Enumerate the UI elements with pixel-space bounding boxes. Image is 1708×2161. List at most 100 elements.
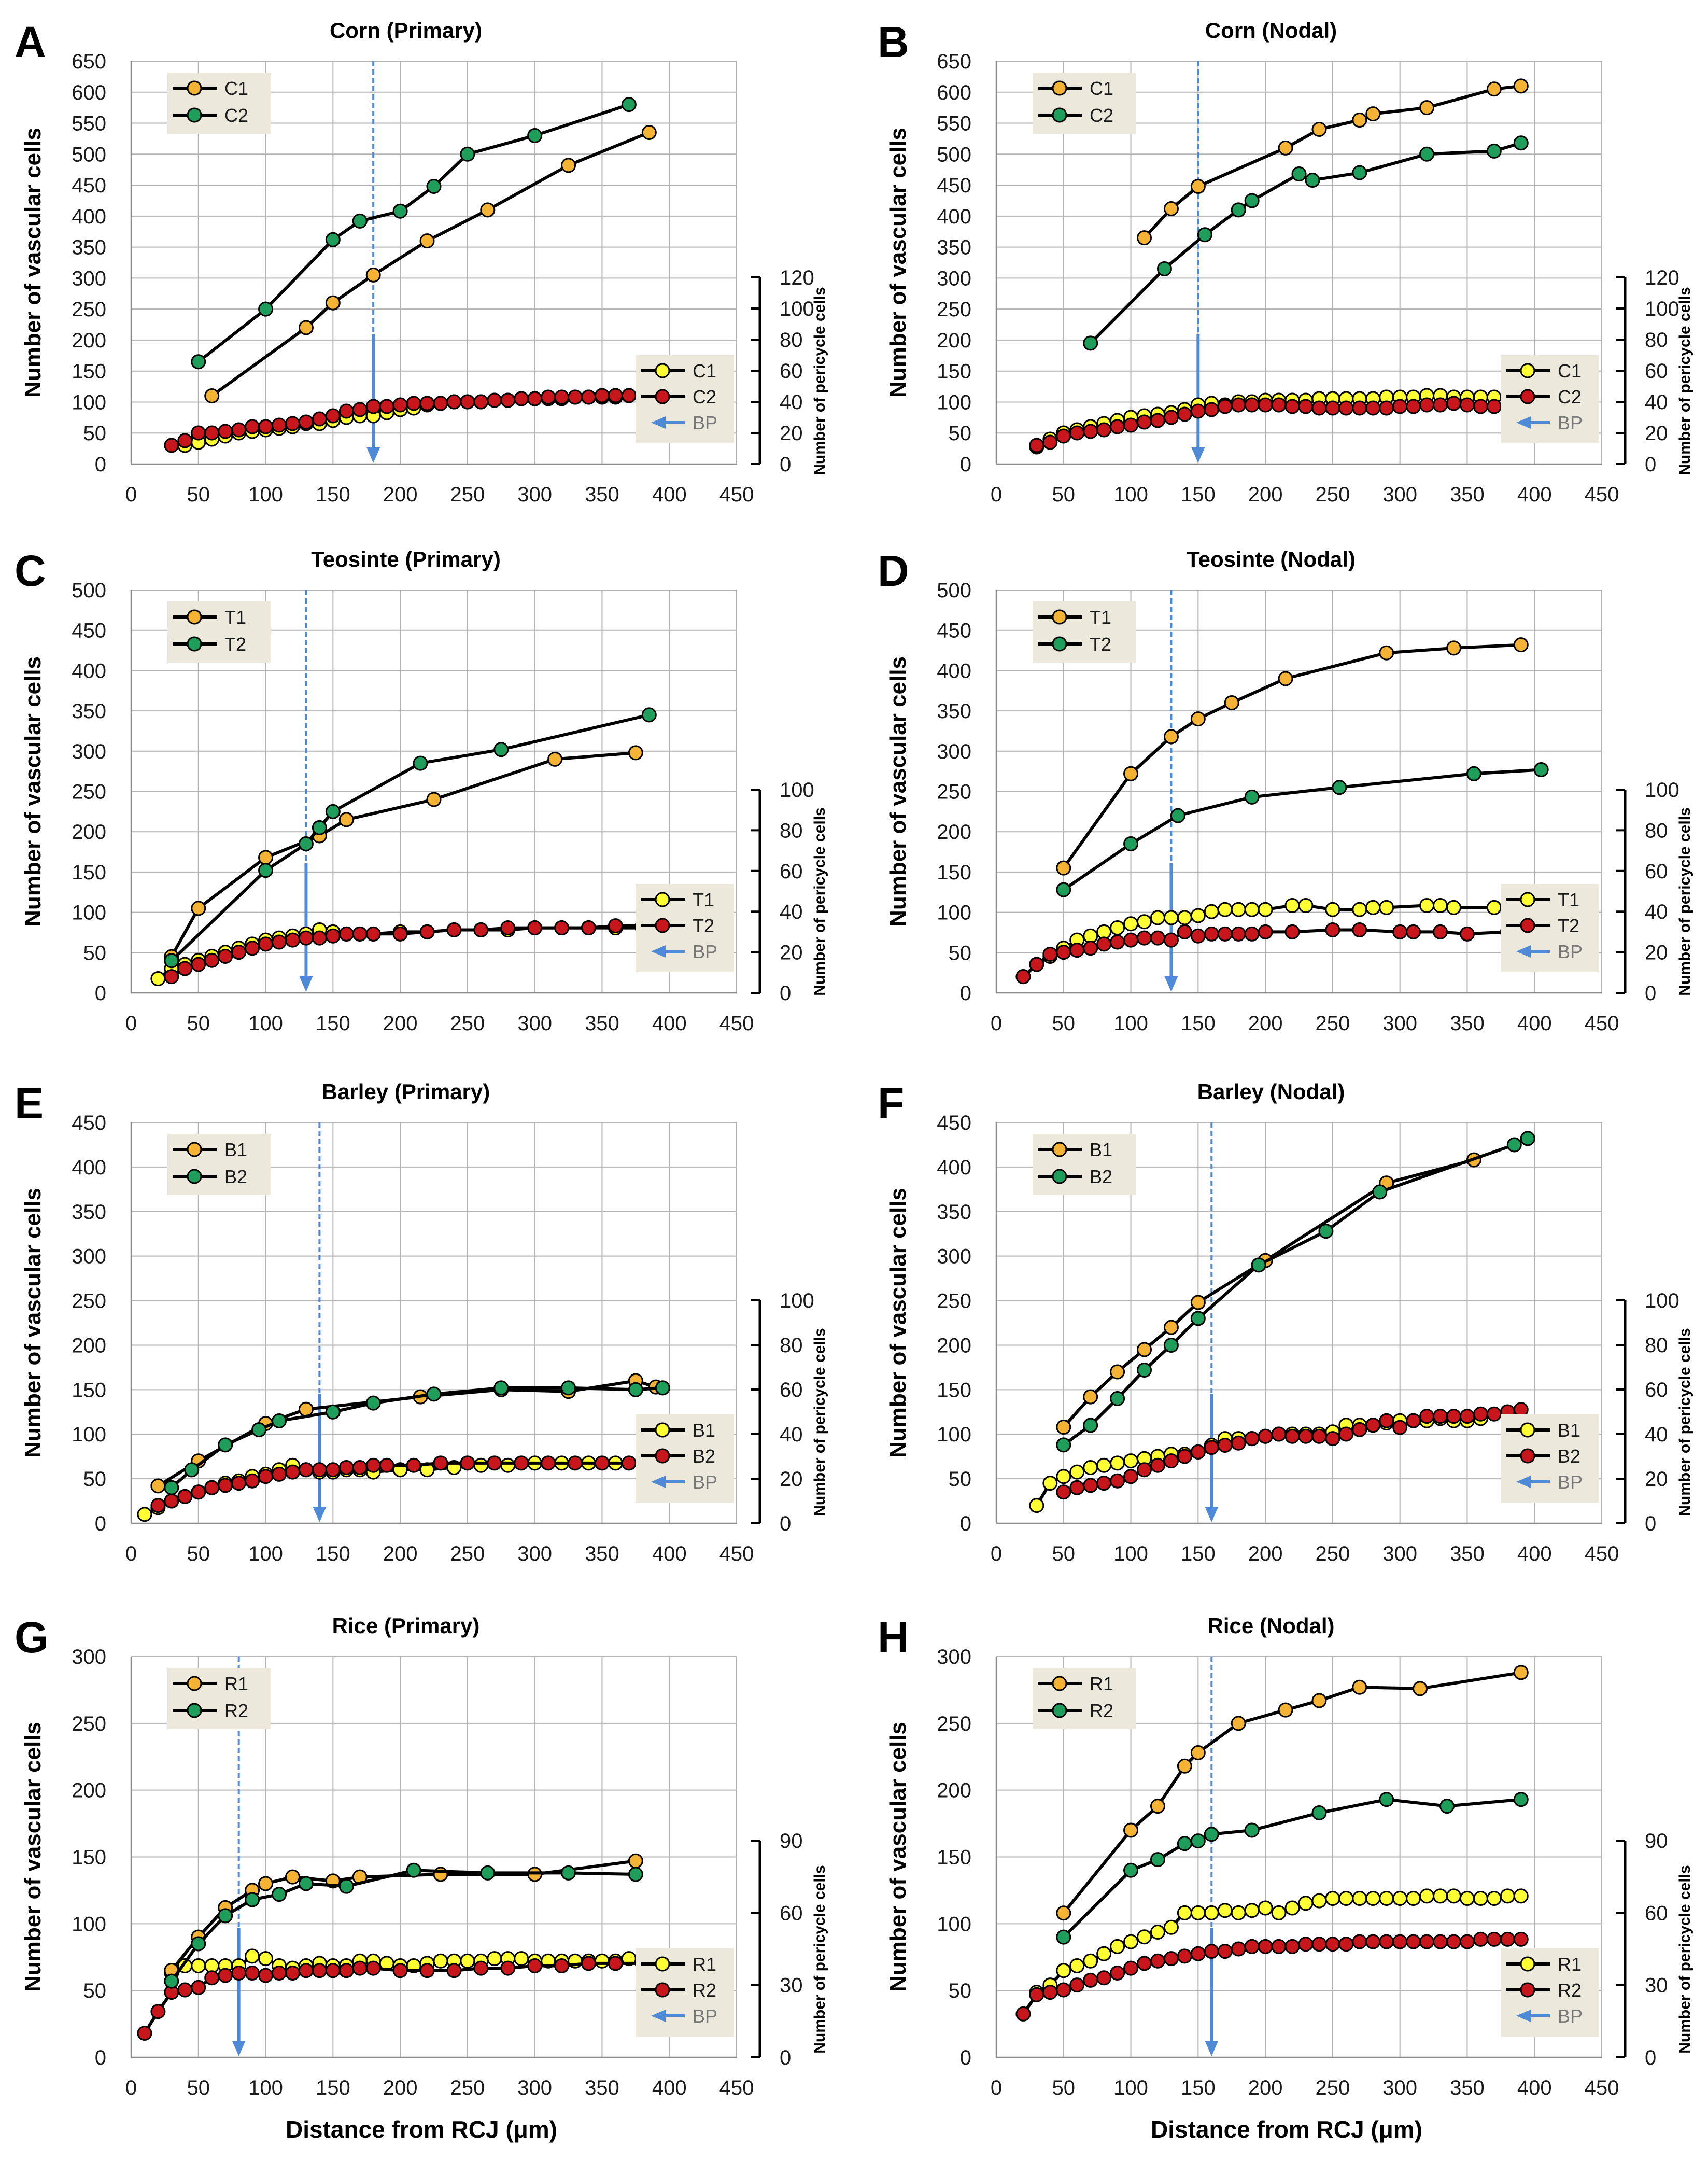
y-axis-label: Number of vascular cells: [20, 128, 46, 398]
y2-tick-label: 80: [1645, 329, 1668, 352]
legend-top-swatch-marker: [1052, 609, 1067, 625]
legend-bp-arrow-head: [1516, 2010, 1531, 2022]
pericycle-r2-point: [1352, 1934, 1367, 1949]
x-tick-label: 50: [187, 1012, 210, 1035]
legend-bottom-swatch-marker: [1520, 1982, 1535, 1998]
legend-bp-arrow-head: [1516, 416, 1531, 429]
legend-bp-arrow-head: [651, 1476, 666, 1488]
vascular-c2-point: [1231, 202, 1246, 218]
legend-bottom-swatch-marker: [1520, 1956, 1535, 1972]
y-tick-label: 200: [72, 821, 106, 844]
legend-top-box: [167, 1134, 271, 1195]
vascular-b2-point: [1520, 1131, 1535, 1146]
vascular-b2-point: [1137, 1363, 1152, 1378]
pericycle-c2-point: [1204, 402, 1219, 417]
pericycle-c2-point: [298, 414, 314, 430]
vascular-t2-point: [258, 863, 274, 878]
vascular-b2-point: [1110, 1391, 1125, 1407]
pericycle-t2-point: [1110, 934, 1125, 950]
pericycle-b1-point: [1069, 1464, 1085, 1480]
pericycle-c2-point: [1338, 400, 1354, 416]
vascular-r2-point: [164, 1973, 179, 1989]
x-tick-label: 300: [1382, 1012, 1417, 1035]
pericycle-b2-point: [1244, 1431, 1260, 1447]
x-tick-label: 200: [1248, 1012, 1283, 1035]
vascular-t1-point: [338, 812, 354, 827]
vascular-c2-point: [1244, 193, 1260, 208]
pericycle-r1-point: [1069, 1958, 1085, 1974]
pericycle-t2-point: [419, 924, 435, 939]
legend-bottom-label: B1: [693, 1420, 715, 1441]
vascular-b2-point: [1056, 1437, 1071, 1453]
vascular-b2-point: [1163, 1337, 1179, 1353]
pericycle-t2-point: [581, 920, 596, 936]
vascular-c1-point: [1137, 230, 1152, 246]
pericycle-t2-point: [1083, 941, 1098, 956]
legend-bottom-swatch-marker: [1520, 918, 1535, 933]
vascular-r2-point: [561, 1865, 576, 1881]
pericycle-c2-point: [352, 402, 368, 417]
pericycle-r2-point: [1446, 1934, 1461, 1949]
pericycle-r2-point: [325, 1963, 341, 1978]
pericycle-r1-point: [1486, 1890, 1502, 1906]
pericycle-r1-point: [1298, 1896, 1314, 1911]
legend-bottom-label: B2: [1558, 1446, 1580, 1467]
vascular-b1-point: [150, 1478, 166, 1494]
y-axis-label: Number of vascular cells: [885, 1188, 911, 1458]
pericycle-t2-point: [1392, 924, 1408, 939]
pericycle-r2-point: [1015, 2006, 1031, 2022]
pericycle-c2-point: [1459, 397, 1475, 413]
pericycle-r1-point: [258, 1951, 274, 1967]
vascular-r1-point: [1311, 1693, 1327, 1708]
x-tick-label: 400: [652, 2076, 687, 2099]
x-tick-label: 200: [1248, 483, 1283, 506]
x-tick-label: 200: [1248, 1542, 1283, 1565]
pericycle-c2-point: [1379, 400, 1394, 416]
legend-top-label: R1: [1090, 1673, 1113, 1694]
vascular-r1-point: [1513, 1665, 1529, 1680]
pericycle-r2-point: [1459, 1934, 1475, 1949]
pericycle-r2-point: [204, 1970, 220, 1986]
pericycle-r2-point: [1406, 1934, 1421, 1949]
vascular-t2-point: [164, 953, 179, 969]
vascular-t1-point: [1224, 695, 1239, 711]
pericycle-b2-point: [1419, 1409, 1435, 1424]
x-tick-label: 400: [1517, 483, 1552, 506]
y2-tick-label: 0: [1645, 453, 1656, 476]
pericycle-c2-point: [1365, 400, 1381, 416]
y2-tick-label: 100: [780, 298, 814, 320]
pericycle-b2-point: [1137, 1462, 1152, 1478]
pericycle-r1-point: [1352, 1890, 1367, 1906]
legend-bp-arrow-head: [1516, 1476, 1531, 1488]
panel-letter: G: [15, 1613, 48, 1662]
x-tick-label: 100: [1113, 1542, 1148, 1565]
vascular-b1-point: [1137, 1342, 1152, 1357]
y-tick-label: 250: [72, 1713, 106, 1735]
y-tick-label: 600: [72, 81, 106, 104]
y2-tick-label: 0: [1645, 2046, 1656, 2069]
vascular-t1-point: [1163, 729, 1179, 745]
y2-tick-label: 80: [780, 329, 803, 352]
pericycle-b2-point: [365, 1457, 381, 1473]
legend-bottom-label: T1: [1558, 889, 1579, 910]
panel-title: Corn (Primary): [330, 18, 482, 43]
pericycle-c2-point: [1163, 410, 1179, 425]
pericycle-t2-point: [1459, 926, 1475, 942]
y-tick-label: 450: [937, 174, 971, 197]
vascular-t2-point: [1466, 766, 1481, 781]
x-tick-label: 300: [517, 483, 552, 506]
x-tick-label: 150: [316, 2076, 350, 2099]
vascular-c2-point: [527, 128, 543, 143]
y-tick-label: 300: [72, 1646, 106, 1668]
y-tick-label: 0: [960, 982, 971, 1005]
pericycle-r2-point: [258, 1968, 274, 1983]
pericycle-t2-point: [1231, 926, 1246, 942]
pericycle-r2-point: [1338, 1937, 1354, 1952]
pericycle-t2-point: [1177, 924, 1192, 939]
y-tick-label: 300: [937, 267, 971, 290]
legend-top-label: B2: [224, 1166, 247, 1187]
x-tick-label: 150: [1181, 2076, 1216, 2099]
y-tick-label: 650: [937, 50, 971, 73]
pericycle-b2-point: [1110, 1473, 1125, 1489]
vascular-c2-point: [1156, 261, 1172, 276]
